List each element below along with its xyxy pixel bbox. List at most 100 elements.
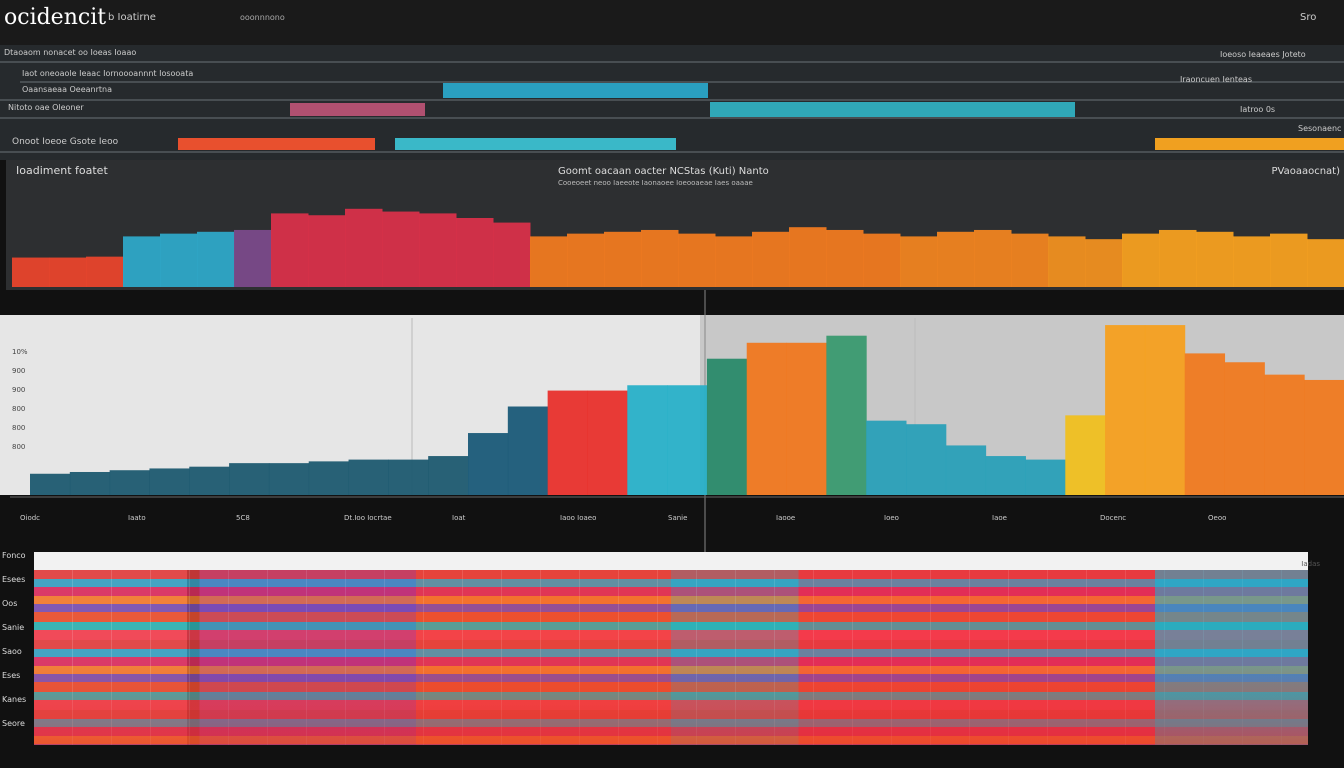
- chart-title: Ioadiment foatet: [16, 164, 108, 177]
- bar: [382, 211, 420, 287]
- divider: [0, 290, 1344, 315]
- x-tick-label: Ioeo: [884, 514, 899, 522]
- timeline-row: Nitoto oae Oleoner: [8, 103, 84, 112]
- y-tick-label: 800: [12, 443, 25, 451]
- bar: [826, 335, 867, 495]
- bar: [547, 390, 588, 495]
- bar: [388, 459, 429, 495]
- bar: [1048, 236, 1086, 287]
- timeline-row: Iaot oneoaole Ieaac Iornoooannnt Iosooat…: [22, 69, 193, 78]
- x-tick-label: 5C8: [236, 514, 250, 522]
- y-tick-label: 900: [12, 386, 25, 394]
- timeline-bar: [1155, 138, 1344, 150]
- bar: [86, 256, 124, 287]
- bar: [641, 229, 679, 287]
- timeline-right-title: Ioeoso Ieaeaes Joteto: [1220, 50, 1306, 59]
- y-tick-label: 10%: [12, 348, 28, 356]
- bar: [789, 227, 827, 287]
- bar: [1184, 353, 1226, 495]
- timeline-row: Iatroo 0s: [1240, 105, 1275, 114]
- bar: [715, 236, 753, 287]
- bar: [974, 229, 1012, 287]
- x-tick-label: Iaato: [128, 514, 146, 522]
- chart-right-title: PVaoaaocnat): [1271, 166, 1340, 177]
- bar: [900, 236, 938, 287]
- bar: [1224, 362, 1265, 495]
- bar: [1065, 415, 1106, 495]
- bar: [1025, 459, 1066, 495]
- bar: [627, 385, 668, 495]
- y-tick-label: 900: [12, 367, 25, 375]
- chart-subtitle: Goomt oacaan oacter NCStas (Kuti) Nanto: [558, 166, 769, 177]
- bar: [1264, 374, 1305, 495]
- y-tick-label: 800: [12, 424, 25, 432]
- bar: [428, 456, 469, 495]
- bar: [308, 461, 350, 495]
- bar: [197, 231, 235, 287]
- bar: [468, 433, 509, 495]
- bar: [937, 231, 975, 287]
- bar: [604, 231, 642, 287]
- bar: [1159, 229, 1197, 287]
- bar: [985, 456, 1026, 495]
- bar: [1196, 231, 1234, 287]
- logo: ocidencit: [4, 5, 106, 30]
- timeline-title: Dtaoaom nonacet oo Ioeas Ioaao: [4, 48, 136, 57]
- timeline-lines: [0, 61, 1344, 153]
- x-tick-label: Iaoo Ioaeo: [560, 514, 596, 522]
- heatmap-header: [34, 552, 1308, 570]
- bar: [189, 466, 230, 495]
- bar: [493, 222, 531, 287]
- bar: [1011, 233, 1049, 287]
- bar: [268, 463, 310, 495]
- bar: [786, 342, 827, 495]
- bar: [456, 218, 494, 287]
- bar: [1270, 233, 1308, 287]
- menu-item[interactable]: b Ioatirne: [108, 12, 156, 23]
- x-tick-label: Docenc: [1100, 514, 1126, 522]
- header-bar: [0, 0, 1344, 45]
- chart-note: Cooeoeet neoo Iaeeote Iaonaoee Ioeooaeae…: [558, 179, 753, 187]
- menu-item[interactable]: ooonnnono: [240, 13, 285, 22]
- x-tick-label: Oiodc: [20, 514, 40, 522]
- bar: [229, 463, 270, 495]
- bar: [234, 229, 272, 287]
- bar: [863, 233, 901, 287]
- bar: [752, 231, 790, 287]
- bar: [1105, 325, 1146, 495]
- bar: [667, 385, 708, 495]
- bar: [12, 257, 50, 287]
- timeline-bar: [443, 83, 708, 98]
- y-tick-label: 800: [12, 405, 25, 413]
- bar: [826, 229, 864, 287]
- bar: [507, 406, 549, 495]
- bar: [866, 420, 907, 495]
- timeline-row: Sesonaenc: [1298, 124, 1341, 133]
- bar: [149, 468, 190, 495]
- bar: [308, 215, 346, 287]
- bar: [1085, 239, 1123, 287]
- bar: [109, 470, 150, 495]
- bar: [348, 459, 389, 495]
- bar: [1233, 236, 1271, 287]
- bar: [567, 233, 605, 287]
- timeline-row: Onoot Ioeoe Gsote Ieoo: [12, 137, 119, 147]
- bar: [678, 233, 716, 287]
- bar: [49, 257, 87, 287]
- bar: [945, 445, 987, 495]
- timeline-row: Iraoncuen Ienteas: [1180, 75, 1252, 84]
- bar: [419, 213, 457, 287]
- bar: [906, 424, 947, 495]
- heatmap: [34, 570, 1308, 745]
- bar: [587, 390, 628, 495]
- bar: [160, 233, 198, 287]
- timeline-bar: [178, 138, 375, 150]
- x-tick-label: Oeoo: [1208, 514, 1226, 522]
- x-tick-label: Iaoe: [992, 514, 1007, 522]
- header-right[interactable]: Sro: [1300, 12, 1316, 23]
- bar: [30, 473, 71, 495]
- x-tick-label: Dt.Ioo Iocrtae: [344, 514, 392, 522]
- timeline-bar: [290, 103, 425, 116]
